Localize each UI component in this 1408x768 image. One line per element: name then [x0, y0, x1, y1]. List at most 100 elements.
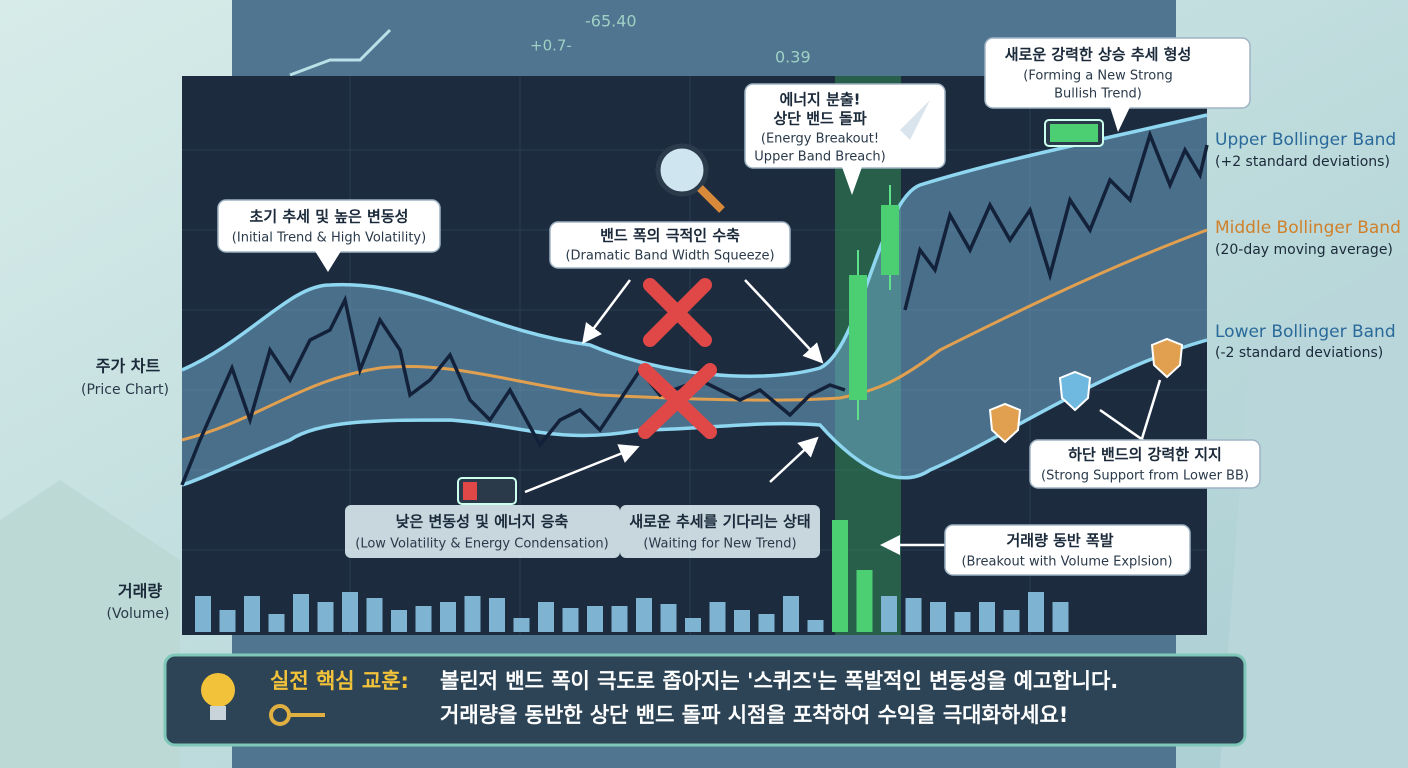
volume-bar [930, 602, 946, 632]
volume-bar [832, 520, 848, 632]
callout-title: 새로운 추세를 기다리는 상태 [629, 513, 810, 531]
volume-bar [342, 592, 358, 632]
lesson-label: 실전 핵심 교훈: [270, 669, 409, 693]
volume-bar [293, 594, 309, 632]
lower-band [181, 338, 1208, 487]
callout-title: 상단 밴드 돌파 [773, 110, 866, 128]
rocket-icon [900, 100, 930, 140]
side-label: (Price Chart) [81, 382, 169, 398]
volume-bar [783, 596, 799, 632]
volume-bar [391, 610, 407, 632]
shield-icon [1058, 370, 1092, 412]
callout-text: Bullish Trend) [1054, 87, 1142, 102]
callout-title: 초기 추세 및 높은 변동성 [250, 208, 409, 226]
volume-bar [513, 618, 530, 632]
volume-bar [366, 598, 383, 632]
volume-bar [660, 604, 677, 632]
callout-title: 거래량 동반 폭발 [1006, 532, 1113, 550]
band-fill [182, 115, 1207, 485]
legend-name: Lower Bollinger Band [1215, 322, 1396, 342]
callout-text: (Low Volatility & Energy Condensation) [355, 537, 608, 552]
callout-box [345, 505, 620, 558]
volume-bar [587, 606, 603, 632]
ticker: +0.7- [530, 37, 572, 55]
callout-title: 낮은 변동성 및 에너지 응축 [396, 513, 569, 531]
callout-box [549, 221, 791, 269]
middle-band [181, 228, 1208, 442]
side-label: 주가 차트 [96, 357, 161, 376]
bulb-icon [210, 706, 226, 720]
battery-level [463, 482, 477, 500]
price-line [180, 294, 846, 486]
callout-tail [315, 251, 341, 272]
squeeze-cross [638, 278, 717, 439]
volume-bar [1028, 592, 1044, 632]
side-label: 거래량 [118, 582, 162, 601]
ticker: 0.39 [775, 48, 811, 67]
price-line [903, 129, 1209, 311]
legend-name: Upper Bollinger Band [1215, 130, 1396, 150]
upper-band [181, 113, 1208, 378]
volume-bar [905, 598, 922, 632]
volume-bar [685, 618, 701, 632]
volume-bar [440, 602, 456, 632]
volume-bar [415, 606, 432, 632]
volume-bar [611, 606, 628, 632]
volume-bar [979, 602, 995, 632]
volume-bar [562, 608, 579, 632]
callout-title: 에너지 분출! [779, 91, 860, 109]
callout-tail [1110, 107, 1130, 132]
shield-icon [1150, 337, 1184, 379]
decor [0, 480, 180, 768]
volume-bar [807, 620, 824, 632]
volume-bar [881, 596, 897, 632]
callout-box [944, 524, 1191, 576]
legend-desc: (20-day moving average) [1215, 242, 1393, 258]
volume-bar [268, 614, 285, 632]
lesson-line: 거래량을 동반한 상단 밴드 돌파 시점을 포착하여 수익을 극대화하세요! [440, 703, 1068, 727]
volume-bar [1003, 610, 1020, 632]
callout-box [1029, 439, 1261, 489]
volume-bar [489, 598, 505, 632]
ticker: -65.40 [585, 12, 637, 31]
volume-bar [954, 612, 971, 632]
legend-name: Middle Bollinger Band [1215, 218, 1401, 238]
volume-bar [195, 596, 211, 632]
callout-tail [842, 167, 862, 195]
volume-bar [758, 614, 775, 632]
decor [289, 28, 392, 77]
callout-title: 하단 밴드의 강력한 지지 [1068, 446, 1222, 464]
callout-text: Upper Band Breach) [754, 150, 885, 165]
callout-text: (Strong Support from Lower BB) [1041, 469, 1249, 484]
volume-bar [1052, 602, 1069, 632]
volume-bar [317, 602, 334, 632]
side-label: (Volume) [107, 606, 170, 622]
callout-text: (Energy Breakout! [761, 132, 879, 147]
shield-icon [988, 402, 1022, 444]
volume-bar [734, 610, 750, 632]
volume-bar [244, 596, 260, 632]
lesson-line: 볼린저 밴드 폭이 극도로 좁아지는 '스퀴즈'는 폭발적인 변동성을 예고합니… [440, 669, 1118, 693]
callout-text: (Waiting for New Trend) [643, 537, 796, 552]
magnifier-icon [655, 143, 725, 213]
callout-text: (Forming a New Strong [1023, 69, 1173, 84]
volume-bar [219, 610, 236, 632]
bulb-icon [201, 673, 235, 707]
callout-text: (Dramatic Band Width Squeeze) [565, 249, 774, 264]
decor [1220, 250, 1408, 768]
volume-bar [538, 602, 554, 632]
callout-box [620, 505, 820, 558]
volume-bar [636, 598, 652, 632]
volume-bars [195, 520, 1069, 632]
lesson-box [163, 653, 1247, 747]
volume-bar [464, 596, 481, 632]
callout-text: (Initial Trend & High Volatility) [232, 231, 426, 246]
legend-desc: (+2 standard deviations) [1215, 154, 1390, 170]
legend-desc: (-2 standard deviations) [1215, 345, 1383, 361]
callout-title: 새로운 강력한 상승 추세 형성 [1005, 46, 1192, 64]
candles [849, 185, 899, 420]
battery-level [1050, 124, 1098, 142]
volume-bar [709, 602, 726, 632]
callout-text: (Breakout with Volume Explsion) [961, 555, 1172, 570]
